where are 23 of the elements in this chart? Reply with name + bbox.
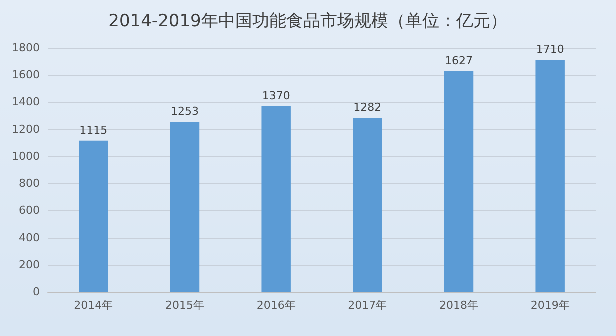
data-label: 1627 <box>445 54 473 68</box>
x-tick-label: 2019年 <box>530 299 570 312</box>
y-tick-label: 1400 <box>12 96 40 109</box>
data-label: 1282 <box>354 101 382 114</box>
chart-title: 2014-2019年中国功能食品市场规模（单位：亿元） <box>108 12 508 32</box>
y-tick-label: 1000 <box>12 150 40 163</box>
y-tick-label: 1800 <box>12 42 40 54</box>
x-tick-label: 2016年 <box>256 299 296 312</box>
x-tick-label: 2018年 <box>440 299 478 312</box>
y-tick-label: 200 <box>19 258 40 272</box>
x-tick-label: 2014年 <box>74 299 114 312</box>
x-tick-label: 2017年 <box>348 299 388 312</box>
y-tick-label: 1200 <box>12 122 40 136</box>
y-tick-label: 0 <box>33 286 40 298</box>
data-label: 1115 <box>80 124 108 137</box>
data-label: 1370 <box>262 89 290 102</box>
y-tick-label: 1600 <box>12 68 40 82</box>
y-tick-label: 600 <box>19 204 40 218</box>
data-label: 1710 <box>536 43 564 56</box>
y-tick-label: 800 <box>19 177 40 190</box>
data-label: 1253 <box>171 105 199 118</box>
x-tick-label: 2015年 <box>166 299 204 312</box>
y-tick-label: 400 <box>19 231 40 244</box>
